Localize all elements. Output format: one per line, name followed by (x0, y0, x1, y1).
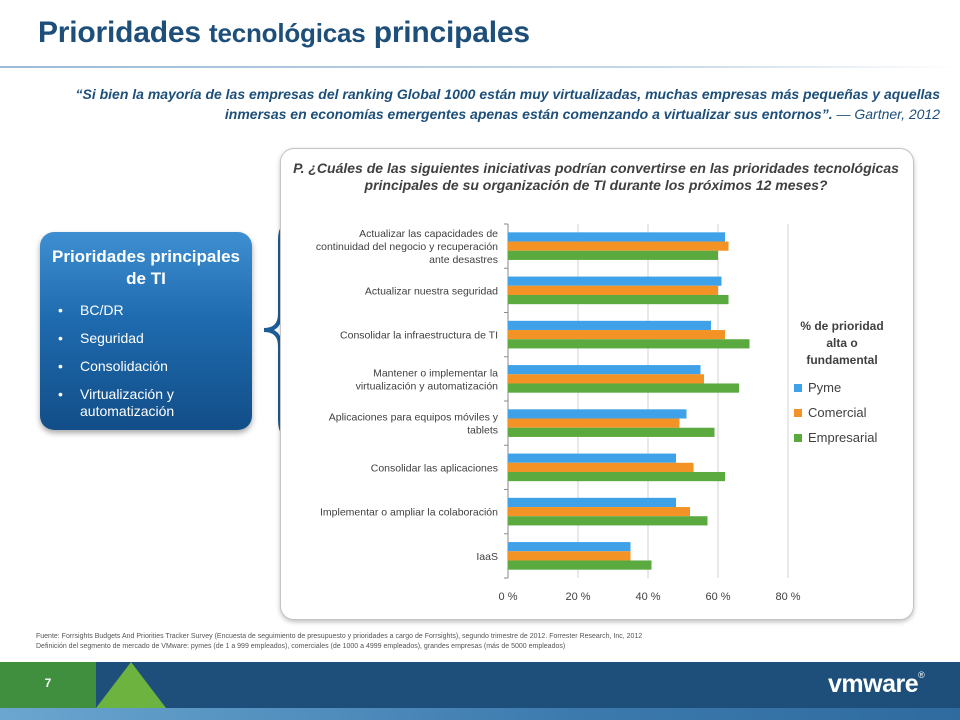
bar-comercial (508, 551, 631, 561)
category-label: virtualización y automatización (356, 380, 499, 392)
bar-pyme (508, 453, 676, 463)
title-underline (0, 66, 960, 68)
bar-pyme (508, 365, 701, 375)
legend-label-empresarial: Empresarial (808, 430, 877, 445)
bar-pyme (508, 276, 722, 286)
chart-question: P. ¿Cuáles de las siguientes iniciativas… (293, 160, 899, 193)
legend-title: alta o (826, 336, 857, 350)
footnote: Fuente: Forrsights Budgets And Prioritie… (36, 632, 936, 652)
priorities-box: Prioridades principales de TI BC/DR Segu… (40, 232, 252, 430)
category-label: Actualizar nuestra seguridad (365, 285, 498, 297)
bar-pyme (508, 232, 725, 242)
vmware-logo: vmware® (828, 670, 925, 699)
bar-empresarial (508, 294, 729, 305)
bar-pyme (508, 320, 711, 331)
bar-comercial (508, 285, 718, 295)
title-part-1: Prioridades (38, 16, 201, 49)
bar-comercial (508, 462, 694, 472)
priority-item: Virtualización y automatización (58, 386, 248, 420)
bar-comercial (508, 241, 729, 251)
x-tick-label: 0 % (499, 591, 518, 603)
bar-empresarial (508, 339, 750, 349)
x-tick-label: 20 % (565, 591, 590, 603)
category-label: Mantener o implementar la (373, 367, 498, 379)
bar-pyme (508, 497, 676, 508)
bar-pyme (508, 409, 687, 419)
quote-text: “Si bien la mayoría de las empresas del … (75, 86, 941, 122)
bar-empresarial (508, 383, 739, 393)
title-part-3: principales (373, 16, 530, 49)
bar-pyme (508, 542, 631, 552)
logo-registered-mark: ® (918, 670, 925, 680)
category-label: continuidad del negocio y recuperación (316, 241, 498, 253)
priority-item: Consolidación (58, 358, 248, 375)
category-label: Aplicaciones para equipos móviles y (329, 412, 499, 424)
legend-title: fundamental (806, 353, 877, 367)
category-label: Implementar o ampliar la colaboración (320, 507, 498, 519)
x-tick-label: 80 % (775, 591, 800, 603)
bar-empresarial (508, 427, 715, 437)
legend-swatch-empresarial (794, 434, 802, 442)
title-part-2: tecnológicas (209, 18, 366, 48)
bar-empresarial (508, 516, 708, 526)
category-label: Consolidar la infraestructura de TI (340, 330, 498, 342)
legend-label-pyme: Pyme (808, 380, 841, 395)
bar-empresarial (508, 471, 725, 482)
logo-text: vmware (828, 670, 919, 698)
footer-strip (0, 708, 960, 720)
x-tick-label: 60 % (705, 591, 730, 603)
legend-title: % de prioridad (800, 319, 883, 333)
bar-chart: 0 % 20 % 40 % 60 % 80 % Actualizar las capaci… (316, 223, 884, 603)
footnote-source: Fuente: Forrsights Budgets And Prioritie… (36, 633, 643, 640)
title-bar: Prioridades tecnológicas principales (0, 0, 960, 70)
footer-green-band (0, 662, 96, 708)
priority-item: BC/DR (58, 302, 248, 319)
legend-swatch-comercial (794, 409, 802, 417)
bar-empresarial (508, 560, 652, 570)
bar-comercial (508, 330, 725, 340)
bar-empresarial (508, 250, 718, 260)
priorities-list: BC/DR Seguridad Consolidación Virtualiza… (58, 302, 248, 431)
footer-green-triangle (96, 662, 166, 708)
priorities-title: Prioridades principales de TI (51, 247, 240, 288)
quote-source: — Gartner, 2012 (832, 106, 940, 122)
priority-item: Seguridad (58, 330, 248, 347)
footnote-definition: Definición del segmento de mercado de VM… (36, 643, 566, 650)
legend-swatch-pyme (794, 384, 802, 392)
page-title: Prioridades tecnológicas principales (38, 16, 530, 50)
category-label: IaaS (476, 551, 498, 563)
bar-comercial (508, 418, 680, 428)
category-label: Consolidar las aplicaciones (371, 462, 498, 474)
bar-comercial (508, 507, 690, 517)
category-label: ante desastres (429, 254, 498, 266)
legend-label-comercial: Comercial (808, 405, 867, 420)
x-tick-label: 40 % (635, 591, 660, 603)
page-number: 7 (44, 676, 52, 690)
category-label: Actualizar las capacidades de (359, 228, 498, 240)
gartner-quote: “Si bien la mayoría de las empresas del … (24, 84, 941, 124)
category-label: tablets (467, 425, 498, 437)
bar-comercial (508, 374, 704, 384)
